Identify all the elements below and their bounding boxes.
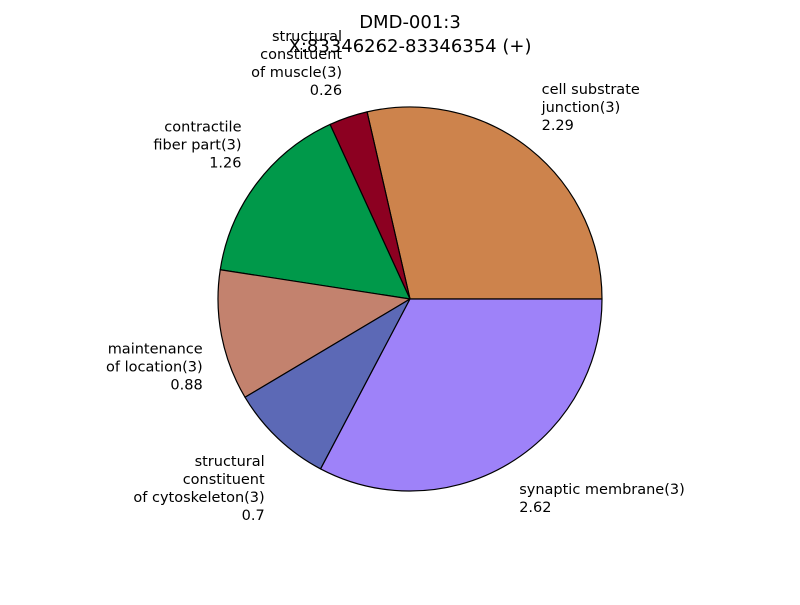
pie-slices [217, 106, 603, 492]
pie-slice-3 [217, 269, 411, 398]
pie-slice-value-label: 0.88 [170, 377, 202, 393]
pie-slice-category-label: constituent [260, 47, 342, 63]
pie-label-0: cell substrate junction(3) 2.29 [541, 82, 640, 134]
pie-slice-category-label: structural [195, 454, 265, 470]
chart-title-line-1: DMD-001:3 [359, 12, 461, 33]
pie-label-4: structural constituent of cytoskeleton(3) 0… [133, 454, 265, 524]
pie-slice-2 [219, 123, 411, 300]
pie-slice-value-label: 1.26 [209, 156, 241, 172]
chart-title-line-2: X:83346262-83346354 (+) [289, 36, 532, 57]
pie-labels: cell substrate junction(3) 2.29 structural c… [106, 29, 685, 524]
pie-slice-value-label: 2.62 [519, 500, 551, 516]
pie-slice-category-label: maintenance [108, 341, 203, 357]
pie-slice-category-label: fiber part(3) [153, 138, 241, 154]
pie-slice-category-label: contractile [164, 120, 241, 136]
pie-slice-category-label: constituent [183, 472, 265, 488]
pie-slice-category-label: junction(3) [541, 100, 621, 116]
pie-slice-category-label: structural [272, 29, 342, 45]
pie-label-5: synaptic membrane(3) 2.62 [519, 482, 685, 516]
pie-slice-0 [366, 106, 603, 300]
pie-label-2: contractile fiber part(3) 1.26 [153, 120, 241, 172]
pie-slice-value-label: 0.7 [242, 508, 265, 524]
pie-slice-category-label: of muscle(3) [251, 65, 342, 81]
pie-slice-category-label: synaptic membrane(3) [519, 482, 685, 498]
pie-slice-5 [319, 298, 603, 492]
pie-slice-category-label: of cytoskeleton(3) [133, 490, 264, 506]
pie-slice-value-label: 0.26 [310, 83, 342, 99]
pie-slice-value-label: 2.29 [542, 118, 574, 134]
pie-slice-category-label: cell substrate [542, 82, 640, 98]
pie-slice-4 [244, 298, 411, 470]
pie-label-3: maintenance of location(3) 0.88 [106, 341, 203, 393]
pie-label-1: structural constituent of muscle(3) 0.26 [251, 29, 342, 99]
pie-slice-category-label: of location(3) [106, 359, 203, 375]
